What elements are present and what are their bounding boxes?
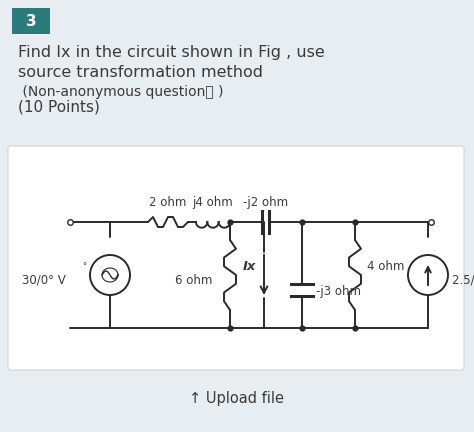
Text: °: ° [82,263,86,271]
Text: 2.5/90° A: 2.5/90° A [452,273,474,286]
Text: -j2 ohm: -j2 ohm [244,196,289,209]
Text: ↑ Upload file: ↑ Upload file [190,391,284,406]
FancyBboxPatch shape [12,8,50,34]
Text: j4 ohm: j4 ohm [192,196,233,209]
Text: 4 ohm: 4 ohm [367,260,404,273]
Text: (10 Points): (10 Points) [18,100,100,115]
Text: source transformation method: source transformation method [18,65,263,80]
FancyBboxPatch shape [8,146,464,370]
Text: 2 ohm: 2 ohm [149,196,187,209]
Text: 30/0° V: 30/0° V [22,273,66,286]
Text: 3: 3 [26,13,36,29]
Text: -j3 ohm: -j3 ohm [316,286,361,299]
Text: (Non-anonymous questionⓘ ): (Non-anonymous questionⓘ ) [18,85,224,99]
Text: Ix: Ix [243,260,256,273]
Text: 6 ohm: 6 ohm [174,273,212,286]
Text: Find Ix in the circuit shown in Fig , use: Find Ix in the circuit shown in Fig , us… [18,45,325,60]
